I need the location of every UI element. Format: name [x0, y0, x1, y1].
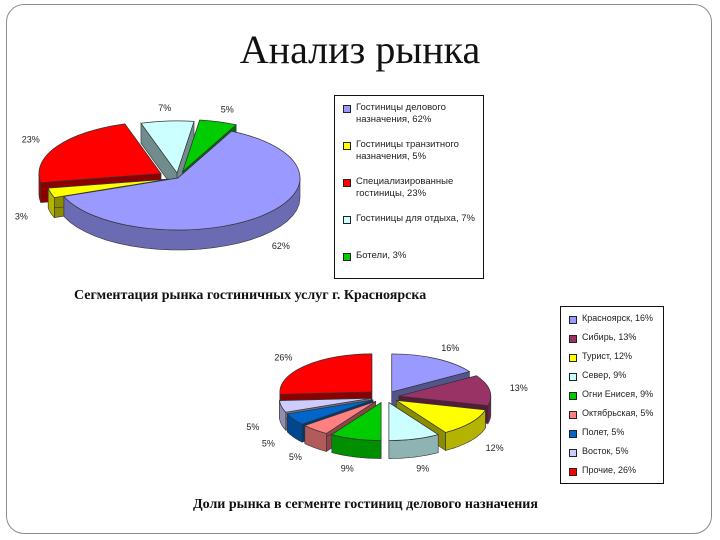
- legend-swatch: [343, 253, 351, 261]
- legend-swatch: [569, 316, 577, 324]
- legend-label: Специализированные гостиницы, 23%: [356, 176, 454, 199]
- legend-label: Восток, 5%: [582, 446, 629, 456]
- legend-swatch: [569, 430, 577, 438]
- legend-swatch: [343, 142, 351, 150]
- pie2-slice-label-1: 16%: [441, 343, 459, 353]
- legend-label: Север, 9%: [582, 370, 627, 380]
- legend-label: Ботели, 3%: [356, 250, 407, 261]
- legend1-item-5: Ботели, 3%: [343, 250, 479, 262]
- pie1-slice-label-1: 62%: [272, 241, 290, 251]
- legend-swatch: [343, 105, 351, 113]
- pie2-slice-label-2: 13%: [510, 383, 528, 393]
- legend-swatch: [569, 468, 577, 476]
- pie2-slice-2: [398, 375, 492, 406]
- legend2-item-7: Полет, 5%: [569, 427, 659, 438]
- legend-swatch: [569, 411, 577, 419]
- legend1-item-4: Гостиницы для отдыха, 7%: [343, 213, 479, 225]
- legend-label: Сибирь, 13%: [582, 332, 637, 342]
- pie-chart-2: 16%13%12%9%9%5%5%5%26%: [246, 343, 527, 474]
- legend-swatch: [343, 216, 351, 224]
- legend-label: Прочие, 26%: [582, 465, 637, 475]
- legend-label: Гостиницы делового назначения, 62%: [356, 102, 446, 125]
- legend-label: Октябрьская, 5%: [582, 408, 654, 418]
- pie1-slice-4: [140, 120, 195, 174]
- pie2-slice-4: [388, 401, 440, 441]
- legend-swatch: [569, 354, 577, 362]
- legend-swatch: [569, 449, 577, 457]
- legend-label: Огни Енисея, 9%: [582, 389, 654, 399]
- pie1-slice-label-4: 7%: [158, 103, 171, 113]
- pie2-slice-8: [279, 397, 372, 413]
- legend-swatch: [569, 335, 577, 343]
- legend-label: Гостиницы для отдыха, 7%: [356, 213, 475, 224]
- pie2-slice-3: [396, 400, 487, 433]
- pie2-slice-label-3: 12%: [486, 443, 504, 453]
- chart2-caption: Доли рынка в сегменте гостиниц делового …: [193, 497, 538, 512]
- legend2-item-2: Сибирь, 13%: [569, 332, 659, 343]
- chart1-legend: Гостиницы делового назначения, 62% Гостин…: [334, 95, 484, 279]
- legend2-item-3: Турист, 12%: [569, 351, 659, 362]
- legend-swatch: [569, 392, 577, 400]
- legend-swatch: [569, 373, 577, 381]
- legend-label: Полет, 5%: [582, 427, 625, 437]
- legend2-item-9: Прочие, 26%: [569, 465, 659, 476]
- pie1-slice-label-2: 3%: [15, 211, 28, 221]
- slide-title: Анализ рынка: [239, 27, 481, 72]
- pie1-slice-3: [38, 123, 162, 183]
- pie1-slice-1: [63, 130, 301, 231]
- legend2-item-4: Север, 9%: [569, 370, 659, 381]
- pie2-slice-label-6: 5%: [289, 452, 302, 462]
- legend-label: Красноярск, 16%: [582, 313, 654, 323]
- pie1-slice-label-3: 23%: [22, 135, 40, 145]
- pie2-slice-5: [330, 401, 382, 441]
- pie2-slice-9: [279, 353, 373, 395]
- pie-chart-1: 62% 3% 23% 7% 5%: [15, 103, 301, 251]
- pie2-slice-6: [303, 401, 376, 434]
- pie2-slice-label-5: 9%: [341, 464, 354, 474]
- legend2-item-1: Красноярск, 16%: [569, 313, 659, 324]
- pie1-slice-2: [47, 178, 169, 198]
- chart1-caption: Сегментация рынка гостиничных услуг г. К…: [74, 288, 427, 303]
- legend-swatch: [343, 179, 351, 187]
- pie2-slice-label-7: 5%: [262, 438, 275, 448]
- legend1-item-1: Гостиницы делового назначения, 62%: [343, 102, 479, 126]
- pie2-slice-7: [286, 399, 374, 425]
- pie2-slice-label-4: 9%: [416, 464, 429, 474]
- chart2-legend: Красноярск, 16% Сибирь, 13% Турист, 12% Сев…: [560, 306, 664, 484]
- legend1-item-2: Гостиницы транзитного назначения, 5%: [343, 139, 479, 163]
- pie2-slice-1: [391, 353, 471, 393]
- slide-frame: [6, 4, 712, 534]
- pie1-slice-5: [181, 119, 237, 173]
- legend-label: Гостиницы транзитного назначения, 5%: [356, 139, 459, 162]
- pie1-slice-label-5: 5%: [221, 104, 234, 114]
- legend2-item-5: Огни Енисея, 9%: [569, 389, 659, 400]
- legend1-item-3: Специализированные гостиницы, 23%: [343, 176, 479, 200]
- legend-label: Турист, 12%: [582, 351, 633, 361]
- pie2-slice-label-8: 5%: [246, 422, 259, 432]
- pie2-slice-label-9: 26%: [274, 353, 292, 363]
- legend2-item-8: Восток, 5%: [569, 446, 659, 457]
- legend2-item-6: Октябрьская, 5%: [569, 408, 659, 419]
